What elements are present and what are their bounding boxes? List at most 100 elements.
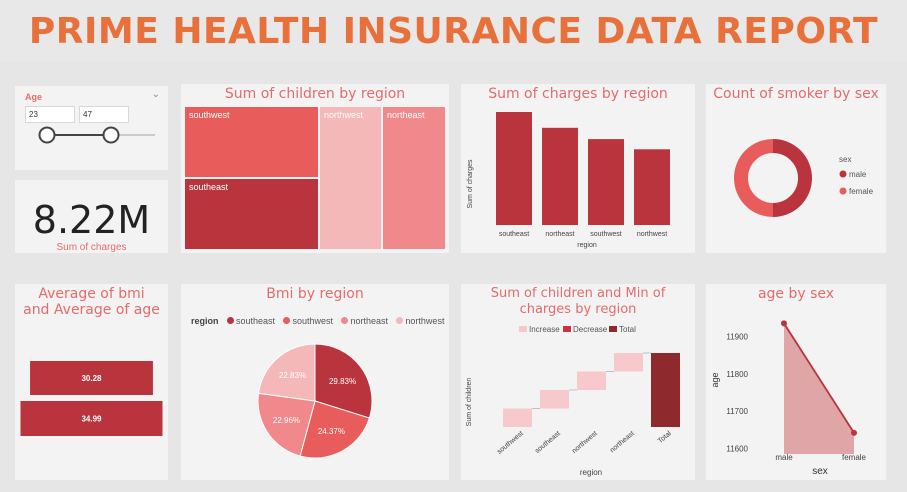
age-by-sex-card: age by sex age sex 11600 11700 11800 11900 m… <box>706 284 886 480</box>
charges-bar-chart: Sum of charges region southeast northeast… <box>467 112 670 249</box>
treemap-cell-southwest[interactable]: southwest <box>185 107 318 177</box>
avg-bar-label: 34.99 <box>81 415 102 424</box>
waterfall-total-bar <box>651 353 680 427</box>
treemap-cell-northeast[interactable]: northeast <box>383 107 445 249</box>
report-title: PRIME HEALTH INSURANCE DATA REPORT <box>28 10 879 52</box>
treemap-title: Sum of children by region <box>224 86 406 102</box>
waterfall-tick-label: southwest <box>496 430 525 456</box>
treemap-cell-label: northeast <box>387 110 425 120</box>
pie-slice-southeast <box>314 343 373 419</box>
bar-northeast <box>542 127 578 225</box>
charges-xlabel: region <box>577 242 597 249</box>
age-ytick: 11700 <box>726 407 748 416</box>
age-xtick: female <box>842 453 867 462</box>
bmi-legend-item: northeast <box>341 316 388 326</box>
age-ytick: 11900 <box>726 332 748 341</box>
waterfall-increase-bar <box>540 390 569 409</box>
charges-ylabel: Sum of charges <box>467 159 474 209</box>
age-point-female <box>851 429 857 436</box>
bmi-by-region-card: Bmi by region region southeast southwest… <box>181 284 449 480</box>
age-ylabel: age <box>710 372 720 387</box>
kpi-card: 8.22M Sum of charges <box>15 180 168 253</box>
bmi-legend-item: northwest <box>396 316 444 326</box>
report-header: PRIME HEALTH INSURANCE DATA REPORT <box>0 0 907 62</box>
waterfall-increase-bar <box>503 408 532 427</box>
age-ytick: 11800 <box>726 370 748 379</box>
bmi-legend-item: southwest <box>283 316 333 326</box>
avg-bar-label: 30.28 <box>81 374 102 383</box>
bmi-legend-title: region <box>191 316 219 326</box>
donut-slice-female <box>734 139 774 217</box>
legend-total-swatch <box>609 326 617 332</box>
treemap-cell-label: southeast <box>189 182 229 192</box>
treemap-cell-southeast[interactable]: southeast <box>185 179 318 249</box>
smoker-legend-title: sex <box>839 155 851 164</box>
legend-total-label: Total <box>619 325 636 334</box>
legend-label: northwest <box>405 315 445 326</box>
legend-dot <box>341 317 349 324</box>
slicer-label: Age <box>25 92 43 102</box>
donut-slice-male <box>772 139 812 217</box>
treemap-cell-northwest[interactable]: northwest <box>320 107 381 249</box>
slider-min-handle[interactable] <box>38 126 56 144</box>
bmi-pie-chart: 29.83% 24.37% 22.96% 22.83% <box>257 343 373 459</box>
bar-tick-label: southwest <box>590 231 622 238</box>
legend-male-dot <box>839 170 847 178</box>
age-area-fill <box>784 323 854 454</box>
treemap-cell-label: southwest <box>189 110 230 120</box>
pie-slice-label: 22.96% <box>273 416 300 425</box>
age-xlabel: sex <box>812 466 828 477</box>
smoker-title: Count of smoker by sex <box>713 86 879 102</box>
age-point-male <box>781 320 787 327</box>
bar-tick-label: northeast <box>545 231 574 238</box>
legend-increase-swatch <box>519 326 527 332</box>
legend-increase-label: Increase <box>529 325 560 334</box>
pie-slice-label: 29.83% <box>329 377 356 386</box>
legend-label: southwest <box>292 315 333 326</box>
age-ytick: 11600 <box>726 445 748 454</box>
bar-tick-label: northwest <box>637 231 667 238</box>
age-xtick: male <box>775 453 793 462</box>
legend-female-dot <box>839 187 847 195</box>
pie-slice-label: 24.37% <box>318 427 345 436</box>
waterfall-ylabel: Sum of children <box>466 378 473 427</box>
bar-southwest <box>588 139 624 225</box>
age-slicer[interactable]: Age ⌄ 23 47 <box>15 86 168 170</box>
legend-dot <box>396 317 404 324</box>
age-max-input[interactable]: 47 <box>79 106 129 123</box>
waterfall-tick-label: northwest <box>571 430 599 455</box>
waterfall-tick-label: northeast <box>609 430 636 454</box>
charges-title: Sum of charges by region <box>488 86 668 102</box>
avg-bar <box>20 401 163 436</box>
bar-northwest <box>634 149 670 225</box>
range-slider[interactable] <box>15 86 168 170</box>
waterfall-increase-bar <box>577 371 606 390</box>
pie-slice-southwest <box>299 400 371 459</box>
pie-slice-northeast <box>257 392 316 457</box>
age-title: age by sex <box>757 286 835 302</box>
age-min-input[interactable]: 23 <box>25 106 75 123</box>
legend-male-label: male <box>849 170 867 179</box>
smoker-by-sex-card: Count of smoker by sex sex male female <box>706 84 886 253</box>
kpi-label: Sum of charges <box>56 242 127 253</box>
averages-card: Average of bmi and Average of age 30.28 3… <box>15 284 168 480</box>
waterfall-title: Sum of children and Min of charges by re… <box>490 286 666 317</box>
legend-female-label: female <box>849 187 874 196</box>
legend-decrease-swatch <box>563 326 571 332</box>
averages-title: Average of bmi and Average of age <box>23 286 160 318</box>
chevron-down-icon[interactable]: ⌄ <box>151 89 160 100</box>
waterfall-card: Sum of children and Min of charges by re… <box>461 284 695 480</box>
pie-slice-northwest <box>257 343 316 402</box>
kpi-value: 8.22M <box>32 198 151 242</box>
legend-decrease-label: Decrease <box>573 325 608 334</box>
slider-max-handle[interactable] <box>102 126 120 144</box>
waterfall-tick-label: Total <box>657 430 673 445</box>
treemap-card: Sum of children by region southwest sout… <box>181 84 449 253</box>
age-area-chart: age sex 11600 11700 11800 11900 male female <box>710 320 867 477</box>
age-line <box>783 322 855 434</box>
treemap-cell-label: northwest <box>324 110 364 120</box>
waterfall-chart: Increase Decrease Total Sum of children … <box>466 325 680 477</box>
waterfall-tick-label: southeast <box>534 430 562 455</box>
waterfall-increase-bar <box>614 353 643 372</box>
charges-by-region-card: Sum of charges by region Sum of charges … <box>461 84 695 253</box>
